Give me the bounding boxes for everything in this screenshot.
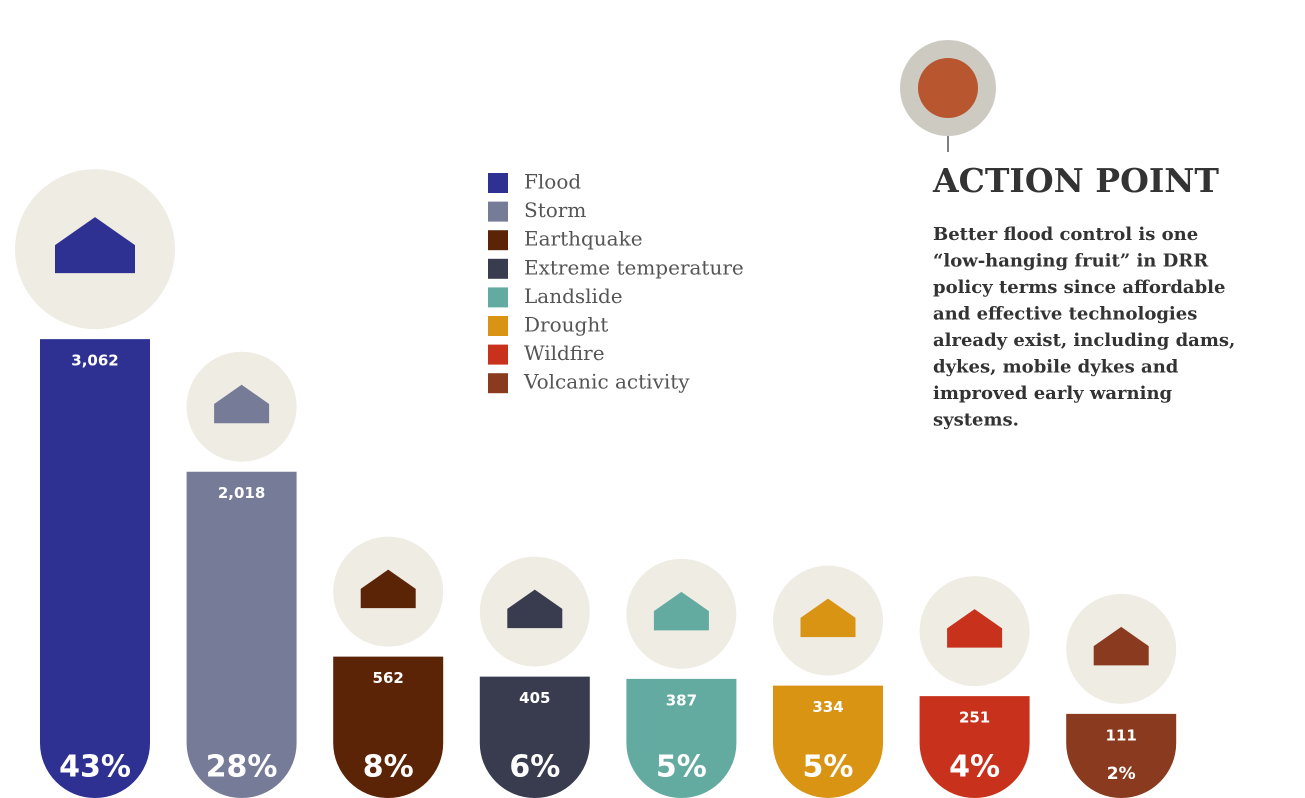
icon bbox=[507, 589, 563, 629]
share-label: 2% bbox=[1107, 764, 1136, 784]
icon bbox=[947, 609, 1003, 648]
value-label: 334 bbox=[812, 698, 843, 716]
action-text: already exist, including dams, bbox=[933, 330, 1235, 351]
action-text: policy terms since affordable bbox=[933, 277, 1225, 298]
share-label: 5% bbox=[803, 750, 854, 785]
bar bbox=[919, 696, 1030, 798]
legend-swatch bbox=[488, 230, 508, 251]
legend-swatch bbox=[488, 287, 508, 308]
icon bbox=[800, 598, 856, 638]
value-label: 3,062 bbox=[71, 352, 118, 370]
bar bbox=[626, 678, 737, 798]
legend-label: Volcanic activity bbox=[523, 370, 690, 394]
legend-label: Drought bbox=[524, 313, 608, 337]
value-label: 2,018 bbox=[218, 484, 265, 502]
icon bbox=[653, 591, 709, 631]
legend-swatch bbox=[488, 258, 508, 279]
action-text: Better flood control is one bbox=[933, 224, 1198, 245]
share-label: 8% bbox=[363, 750, 414, 785]
share-label: 28% bbox=[206, 750, 278, 785]
icon bbox=[214, 384, 270, 424]
action-text: “low-hanging fruit” in DRR bbox=[933, 251, 1209, 272]
action-text: and effective technologies bbox=[933, 304, 1197, 325]
share-label: 4% bbox=[949, 750, 1000, 785]
share-label: 43% bbox=[59, 750, 131, 785]
bar bbox=[479, 676, 590, 798]
bar bbox=[186, 471, 297, 798]
icon bbox=[55, 217, 135, 274]
legend-label: Storm bbox=[524, 198, 586, 222]
action-text: improved early warning bbox=[933, 383, 1173, 404]
legend-swatch bbox=[488, 344, 508, 365]
legend-label: Flood bbox=[524, 170, 581, 194]
legend-label: Extreme temperature bbox=[524, 255, 744, 279]
action-title: ACTION POINT bbox=[932, 161, 1219, 200]
legend-swatch bbox=[488, 316, 508, 336]
share-label: 6% bbox=[509, 750, 560, 785]
legend-swatch bbox=[488, 201, 508, 222]
action-text: dykes, mobile dykes and bbox=[933, 357, 1179, 378]
action-icon-dot bbox=[918, 58, 978, 118]
bar bbox=[1066, 713, 1177, 798]
bar bbox=[773, 685, 883, 798]
icon bbox=[1093, 626, 1149, 666]
bar bbox=[333, 656, 444, 798]
value-label: 111 bbox=[1106, 726, 1137, 744]
bar bbox=[40, 339, 150, 798]
value-label: 562 bbox=[373, 669, 404, 687]
value-label: 251 bbox=[959, 709, 990, 727]
legend-label: Earthquake bbox=[524, 227, 643, 251]
value-label: 387 bbox=[666, 691, 697, 709]
legend-swatch bbox=[488, 373, 508, 394]
share-label: 5% bbox=[656, 750, 707, 785]
legend-label: Landslide bbox=[524, 284, 623, 308]
legend-label: Wildfire bbox=[524, 341, 605, 365]
action-text: systems. bbox=[933, 410, 1019, 431]
value-label: 405 bbox=[519, 689, 550, 707]
legend-swatch bbox=[488, 173, 508, 193]
icon bbox=[360, 569, 416, 609]
